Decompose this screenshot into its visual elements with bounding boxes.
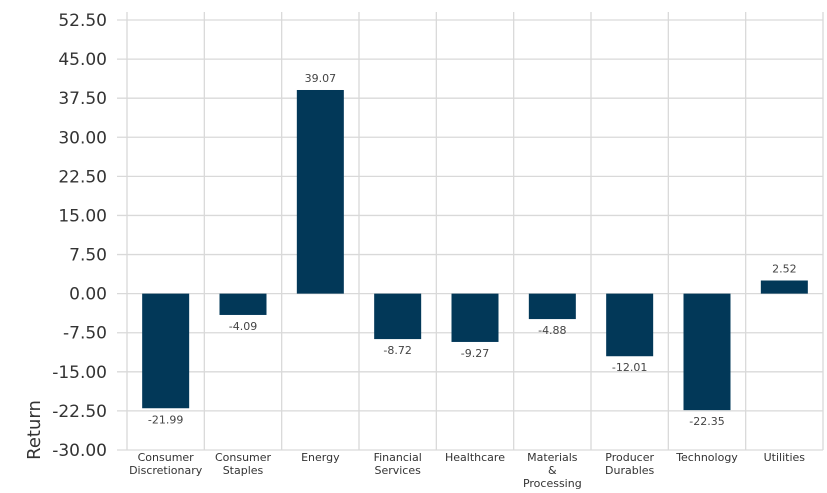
- x-tick-label: Materials & Processing: [523, 451, 582, 490]
- bar: [683, 293, 731, 411]
- x-tick-label: Consumer Discretionary: [129, 451, 203, 477]
- y-tick-label: -22.50: [52, 402, 107, 422]
- x-axis-ticks: Consumer Discretionary Consumer Staples Ener…: [129, 451, 805, 490]
- data-label: -4.09: [229, 320, 257, 333]
- data-label: -22.35: [689, 415, 724, 428]
- x-tick-label: Energy: [301, 451, 340, 464]
- y-tick-label: -30.00: [52, 441, 107, 461]
- data-label: 39.07: [305, 72, 337, 85]
- data-label: -12.01: [612, 361, 647, 374]
- data-label: -9.27: [461, 347, 489, 360]
- bars: [142, 89, 808, 411]
- y-tick-label: 0.00: [69, 285, 107, 305]
- y-tick-label: -15.00: [52, 363, 107, 383]
- x-tick-label: Consumer Staples: [215, 451, 272, 477]
- data-label: -4.88: [538, 324, 566, 337]
- y-axis-ticks: 52.50 45.00 37.50 30.00 22.50 15.00 7.50 0.00 -7…: [52, 11, 107, 461]
- grid: [117, 12, 824, 451]
- bar: [296, 89, 344, 294]
- bar: [528, 293, 576, 320]
- data-labels: -21.99 -4.09 39.07 -8.72 -9.27 -4.88 -12.01 -22…: [148, 72, 797, 428]
- data-label: -21.99: [148, 413, 183, 426]
- bar: [760, 280, 808, 294]
- bar: [219, 293, 267, 315]
- y-tick-label: 52.50: [58, 11, 107, 31]
- bar: [142, 293, 190, 409]
- y-tick-label: 37.50: [58, 89, 107, 109]
- x-tick-label: Technology: [675, 451, 738, 464]
- bar: [374, 293, 422, 340]
- x-tick-label: Utilities: [764, 451, 806, 464]
- x-tick-label: Healthcare: [445, 451, 505, 464]
- y-axis-label: Return: [24, 400, 45, 460]
- y-tick-label: 15.00: [58, 206, 107, 226]
- y-tick-label: 7.50: [69, 246, 107, 266]
- bar: [451, 293, 499, 342]
- bar: [606, 293, 654, 357]
- y-tick-label: -7.50: [63, 324, 107, 344]
- y-tick-label: 45.00: [58, 50, 107, 70]
- y-tick-label: 30.00: [58, 128, 107, 148]
- y-tick-label: 22.50: [58, 167, 107, 187]
- x-tick-label: Financial Services: [374, 451, 422, 477]
- data-label: 2.52: [772, 263, 797, 276]
- data-label: -8.72: [383, 344, 411, 357]
- x-tick-label: Producer Durables: [605, 451, 655, 477]
